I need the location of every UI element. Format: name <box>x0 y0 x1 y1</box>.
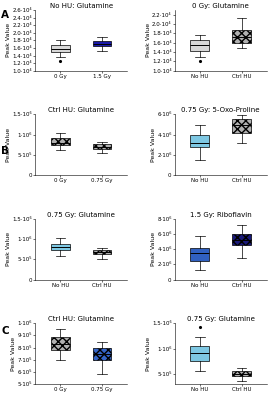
PathPatch shape <box>51 138 70 145</box>
PathPatch shape <box>93 348 112 360</box>
Title: 0.75 Gy: 5-Oxo-Proline: 0.75 Gy: 5-Oxo-Proline <box>181 107 260 113</box>
PathPatch shape <box>93 42 112 46</box>
PathPatch shape <box>93 144 112 149</box>
Text: A: A <box>1 10 9 20</box>
Y-axis label: Peak Value: Peak Value <box>11 336 16 371</box>
Text: C: C <box>1 326 9 336</box>
Y-axis label: Peak Value: Peak Value <box>151 232 156 266</box>
PathPatch shape <box>232 234 251 246</box>
PathPatch shape <box>51 337 70 350</box>
PathPatch shape <box>190 135 209 147</box>
Y-axis label: Peak Value: Peak Value <box>6 128 11 162</box>
PathPatch shape <box>232 30 251 43</box>
PathPatch shape <box>190 346 209 361</box>
PathPatch shape <box>190 248 209 260</box>
Title: 0.75 Gy: Glutamine: 0.75 Gy: Glutamine <box>47 212 115 218</box>
PathPatch shape <box>93 250 112 254</box>
PathPatch shape <box>232 371 251 376</box>
Y-axis label: Peak Value: Peak Value <box>146 336 151 371</box>
Title: 1.5 Gy: Riboflavin: 1.5 Gy: Riboflavin <box>190 212 252 218</box>
Y-axis label: Peak Value: Peak Value <box>146 23 151 58</box>
PathPatch shape <box>51 244 70 250</box>
PathPatch shape <box>190 40 209 51</box>
Title: 0 Gy: Glutamine: 0 Gy: Glutamine <box>192 3 249 9</box>
Text: B: B <box>1 146 9 156</box>
Title: No HU: Glutamine: No HU: Glutamine <box>50 3 113 9</box>
Y-axis label: Peak Value: Peak Value <box>6 232 11 266</box>
Y-axis label: Peak Value: Peak Value <box>6 23 11 58</box>
Title: Ctrl HU: Glutamine: Ctrl HU: Glutamine <box>48 316 114 322</box>
Y-axis label: Peak Value: Peak Value <box>151 128 156 162</box>
PathPatch shape <box>51 45 70 52</box>
PathPatch shape <box>232 120 251 133</box>
Title: Ctrl HU: Glutamine: Ctrl HU: Glutamine <box>48 107 114 113</box>
Title: 0.75 Gy: Glutamine: 0.75 Gy: Glutamine <box>187 316 255 322</box>
